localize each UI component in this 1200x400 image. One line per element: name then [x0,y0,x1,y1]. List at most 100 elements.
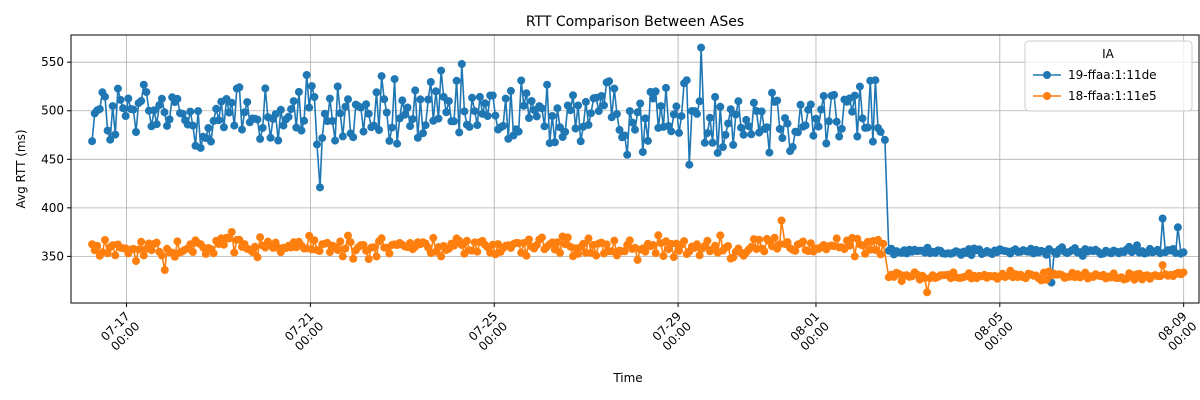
data-point [382,108,391,117]
data-point [880,135,889,144]
data-point [186,107,195,116]
data-point [250,242,259,251]
data-point [225,108,234,117]
data-point [468,93,477,102]
data-point [587,109,595,118]
data-point [444,97,453,106]
data-point [483,112,492,120]
data-point [713,148,722,157]
data-point [850,252,859,261]
data-point [207,137,215,146]
data-point [711,241,720,250]
data-point [235,83,244,92]
legend: IA 19-ffaa:1:11de 18-ffaa:1:11e5 [1024,40,1193,112]
data-point [537,104,546,113]
data-point [824,117,833,126]
data-point [398,96,407,105]
data-point [450,117,458,126]
data-point [481,99,489,108]
data-point [413,133,422,142]
data-point [279,121,288,130]
data-point [548,112,557,120]
data-point [310,236,319,245]
data-point [344,95,352,104]
data-point [576,137,585,146]
data-point [615,125,624,134]
data-point [88,137,97,146]
data-point [659,252,668,260]
data-point [667,127,676,136]
data-point [675,246,683,255]
data-point [777,216,786,225]
data-point [729,140,738,149]
data-point [344,231,352,240]
data-point [362,100,371,109]
data-point [139,80,148,89]
data-point [377,234,386,243]
data-point [517,76,526,85]
data-point [967,251,976,260]
data-point [574,249,583,258]
data-point [506,86,515,95]
series-2 [88,216,1188,297]
data-point [336,237,345,246]
data-point [788,143,797,151]
data-point [325,94,334,103]
data-point [519,101,528,110]
data-point [540,122,549,131]
data-point [230,248,239,257]
data-point [638,148,647,156]
data-point [315,247,324,255]
data-point [695,97,704,106]
data-point [711,92,720,101]
data-point [253,115,262,124]
data-point [225,234,234,243]
data-point [372,252,381,261]
data-point [204,124,213,132]
data-point [669,110,678,119]
data-point [160,266,169,274]
data-point [563,233,572,242]
data-point [274,136,283,145]
data-point [160,108,169,117]
data-point [101,92,109,101]
data-point [219,123,228,132]
data-point [633,255,642,264]
data-point [188,248,197,256]
data-point [868,137,877,146]
data-point [390,75,399,84]
data-point [108,102,117,111]
data-point [812,114,820,123]
data-point [742,115,751,124]
data-point [227,98,236,107]
data-point [240,108,249,117]
data-point [620,131,629,140]
data-point [566,106,575,115]
data-point [411,86,420,95]
data-point [757,107,766,116]
data-point [473,247,482,256]
data-point [437,252,446,261]
data-point [163,121,171,130]
data-point [749,98,758,107]
data-point [845,241,854,250]
data-point [455,128,464,137]
data-point [537,233,546,242]
data-point [569,91,577,100]
data-point [150,106,159,115]
y-tick-label: 450 [41,152,64,166]
data-point [142,88,151,97]
data-point [473,121,482,130]
data-point [773,96,782,105]
data-point [706,113,714,122]
data-point [302,71,311,79]
data-point [693,109,701,118]
data-point [561,127,570,136]
data-point [1158,261,1167,270]
data-point [649,94,658,103]
x-axis-label: Time [612,371,642,385]
legend-label: 19-ffaa:1:11de [1068,68,1157,82]
data-point [806,239,815,248]
data-point [297,126,306,135]
data-point [734,97,743,106]
